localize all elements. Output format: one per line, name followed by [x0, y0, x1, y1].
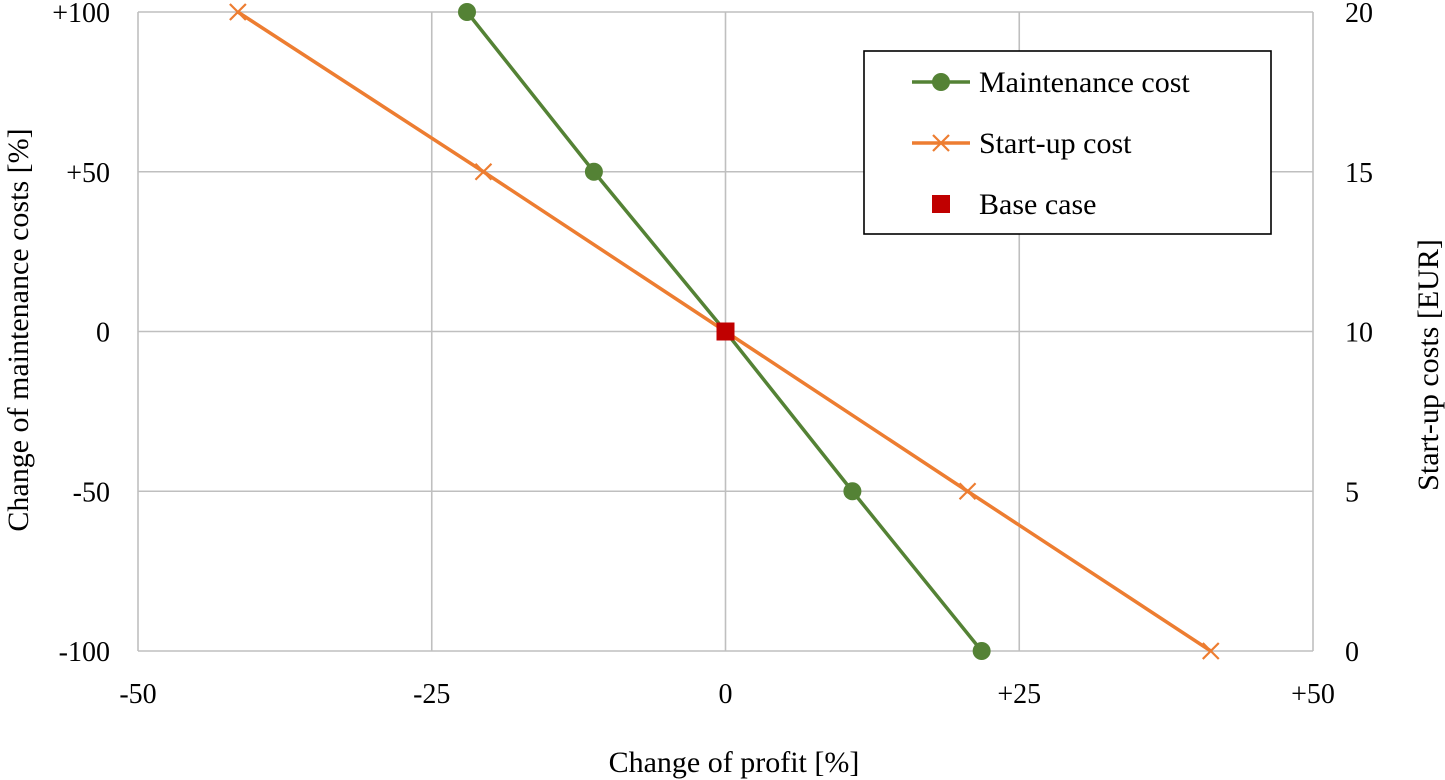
gridlines: [137, 11, 1314, 652]
data-point-start-up-cost: [474, 162, 493, 181]
y-tick-label: +50: [66, 158, 110, 189]
marker-stroke: [229, 3, 247, 21]
legend-marker-maintenance-cost: [932, 73, 950, 91]
legend-label-start-up-cost: Start-up cost: [979, 127, 1132, 160]
marker-stroke: [474, 162, 493, 181]
x-tick-label: +25: [997, 679, 1041, 710]
y2-axis-title: Start-up costs [EUR]: [1412, 239, 1445, 491]
y2-tick-label: 15: [1345, 158, 1373, 189]
series-layer: [229, 3, 1220, 660]
legend-item-base-case: Base case: [932, 188, 1096, 221]
y-tick-label: -50: [73, 477, 110, 508]
y-tick-label: 0: [96, 318, 110, 349]
y2-tick-label: 10: [1345, 318, 1373, 349]
y2-tick-label: 20: [1345, 0, 1373, 29]
x-tick-label: -50: [119, 679, 156, 710]
legend-label-base-case: Base case: [979, 188, 1096, 221]
data-point-start-up-cost: [1201, 642, 1220, 660]
data-point-start-up-cost: [229, 3, 247, 21]
marker-stroke: [932, 134, 950, 152]
data-point-maintenance-cost: [458, 3, 476, 21]
y2-tick-label: 0: [1345, 637, 1359, 668]
marker-stroke: [958, 482, 977, 501]
x-tick-label: +50: [1291, 679, 1335, 710]
legend-item-start-up-cost: Start-up cost: [912, 127, 1132, 160]
legend-item-maintenance-cost: Maintenance cost: [912, 66, 1190, 99]
data-point-start-up-cost: [958, 482, 977, 501]
legend-marker-base-case: [932, 195, 950, 213]
x-axis-ticks: -50 -25 0 +25 +50: [119, 679, 1335, 710]
data-point-maintenance-cost: [843, 482, 862, 501]
y-axis-title: Change of maintenance costs [%]: [2, 128, 35, 531]
legend-label-maintenance-cost: Maintenance cost: [979, 66, 1190, 99]
data-point-base-case: [716, 322, 735, 341]
y-tick-label: -100: [59, 637, 110, 668]
data-point-maintenance-cost: [584, 162, 603, 181]
series-base-case: [716, 322, 735, 341]
y2-axis-ticks: 20 15 10 5 0: [1345, 0, 1373, 668]
y2-tick-label: 5: [1345, 477, 1359, 508]
x-tick-label: -25: [413, 679, 450, 710]
x-axis-title: Change of profit [%]: [609, 746, 860, 779]
legend-marker-start-up-cost: [932, 134, 950, 152]
x-tick-label: 0: [719, 679, 733, 710]
y-tick-label: +100: [52, 0, 110, 29]
y-axis-ticks: +100 +50 0 -50 -100: [52, 0, 110, 668]
data-point-maintenance-cost: [972, 642, 991, 660]
legend: Maintenance cost Start-up cost Base case: [863, 50, 1272, 235]
marker-stroke: [1201, 642, 1220, 660]
